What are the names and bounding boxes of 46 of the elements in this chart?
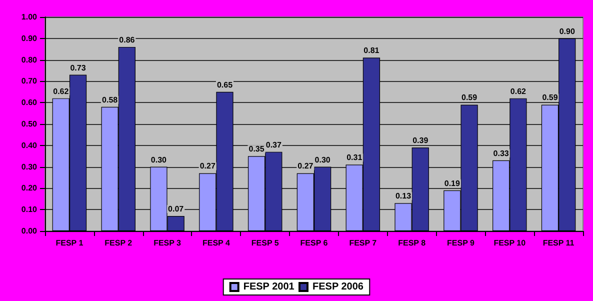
data-label: 0.30: [314, 155, 331, 164]
data-label: 0.62: [53, 86, 70, 96]
y-tick-label: 0.40: [21, 140, 38, 150]
data-label: 0.59: [542, 93, 558, 102]
y-tick-label: 0.80: [21, 55, 38, 64]
y-tick-label: 0.30: [21, 162, 38, 172]
x-tick-label: FESP 8: [398, 238, 426, 248]
y-tick-label: 0.60: [21, 98, 38, 108]
x-tick-label: FESP 11: [542, 238, 575, 248]
x-tick-label: FESP 2: [104, 238, 133, 248]
data-label: 0.39: [412, 136, 429, 146]
y-tick-label: 1.00: [21, 12, 38, 22]
data-label: 0.19: [444, 178, 460, 188]
legend-label: FESP 2001: [243, 282, 295, 292]
data-label: 0.35: [248, 144, 265, 154]
x-tick-label: FESP 3: [154, 238, 182, 248]
data-label: 0.27: [298, 162, 314, 171]
data-label: 0.59: [461, 93, 478, 102]
data-label: 0.62: [510, 86, 527, 96]
x-tick-label: FESP 10: [494, 238, 526, 248]
data-label: 0.90: [559, 26, 576, 36]
data-label: 0.27: [200, 162, 216, 171]
y-tick-label: 0.20: [21, 184, 38, 193]
y-tick-label: 0.90: [21, 34, 38, 43]
data-label: 0.37: [266, 140, 282, 150]
data-label: 0.73: [70, 63, 86, 72]
legend-label: FESP 2006: [312, 282, 364, 292]
y-tick-label: 0.10: [21, 205, 38, 214]
x-tick-label: FESP 7: [349, 238, 378, 248]
x-tick-label: FESP 9: [447, 238, 475, 248]
x-tick-label: FESP 1: [56, 238, 84, 248]
y-tick-label: 0.00: [21, 226, 38, 236]
y-tick-label: 0.50: [21, 120, 38, 128]
data-label: 0.58: [102, 95, 118, 104]
data-label: 0.65: [216, 80, 234, 90]
data-label: 0.81: [364, 46, 380, 56]
data-label: 0.07: [168, 204, 184, 214]
data-label: 0.86: [119, 35, 136, 44]
data-label: 0.33: [493, 148, 510, 158]
data-label: 0.31: [346, 153, 363, 162]
data-label: 0.30: [150, 155, 168, 164]
x-tick-label: FESP 6: [300, 238, 328, 248]
x-tick-label: FESP 4: [202, 238, 230, 248]
data-label: 0.13: [395, 192, 412, 201]
x-tick-label: FESP 5: [251, 238, 280, 248]
y-tick-label: 0.70: [21, 76, 38, 86]
